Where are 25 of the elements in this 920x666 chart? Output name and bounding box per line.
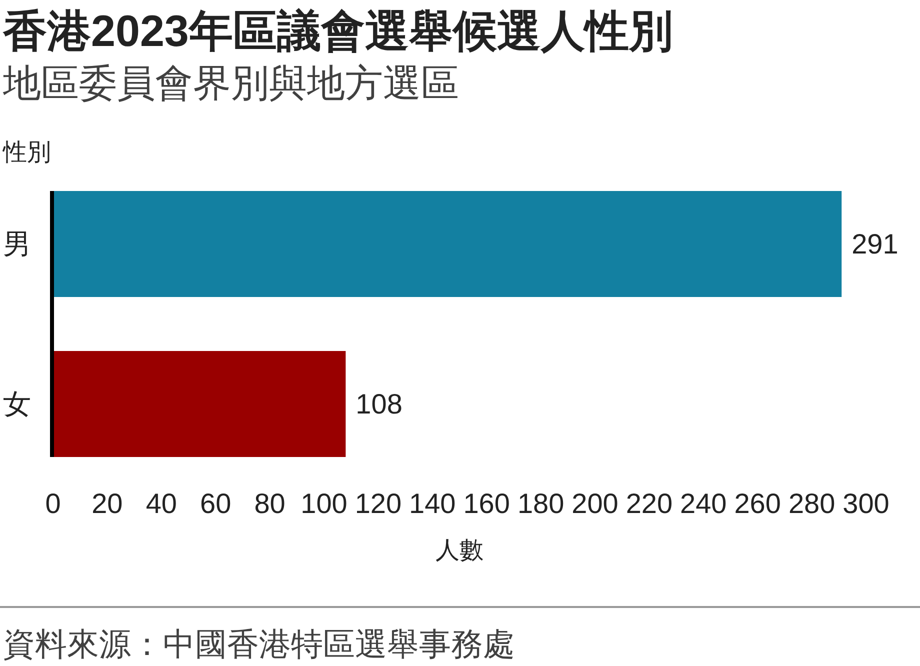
x-tick-label: 300 bbox=[842, 488, 890, 519]
y-tick-label: 男 bbox=[3, 228, 31, 260]
x-tick-label: 280 bbox=[788, 488, 836, 519]
x-tick-label: 220 bbox=[626, 488, 673, 519]
chart-title: 香港2023年區議會選舉候選人性別 bbox=[2, 7, 673, 56]
x-tick-label: 180 bbox=[517, 488, 564, 519]
y-tick-label: 女 bbox=[3, 388, 31, 420]
x-tick-label: 200 bbox=[572, 488, 618, 519]
x-tick-label: 140 bbox=[409, 488, 456, 519]
x-tick-label: 100 bbox=[300, 488, 348, 519]
x-tick-label: 240 bbox=[680, 488, 727, 519]
x-axis-title: 人數 bbox=[436, 537, 484, 564]
x-tick-label: 120 bbox=[354, 488, 402, 519]
x-tick-label: 0 bbox=[45, 488, 61, 519]
chart-subtitle: 地區委員會界別與地方選區 bbox=[2, 63, 459, 105]
x-tick-label: 260 bbox=[734, 488, 781, 519]
x-tick-label: 40 bbox=[146, 488, 177, 519]
data-label: 108 bbox=[356, 388, 402, 420]
source-note: 資料來源：中國香港特區選舉事務處 bbox=[3, 626, 515, 662]
x-tick-label: 160 bbox=[463, 488, 510, 519]
y-axis-title: 性別 bbox=[2, 139, 51, 166]
x-tick-label: 20 bbox=[92, 488, 123, 519]
x-tick-label: 80 bbox=[254, 488, 286, 519]
data-label: 291 bbox=[852, 228, 898, 260]
x-tick-label: 60 bbox=[200, 488, 232, 519]
